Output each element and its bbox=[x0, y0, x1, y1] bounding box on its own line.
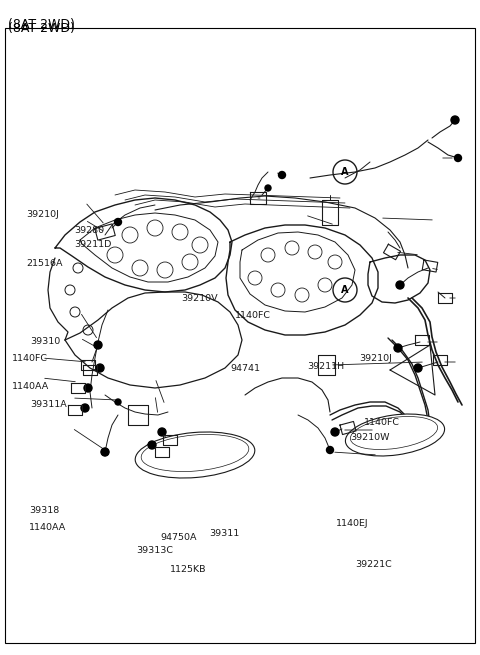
Text: 1140FC: 1140FC bbox=[12, 354, 48, 364]
Text: 39211H: 39211H bbox=[307, 362, 344, 371]
Circle shape bbox=[81, 404, 89, 412]
Circle shape bbox=[158, 428, 166, 436]
Text: 39311: 39311 bbox=[209, 529, 239, 538]
Text: A: A bbox=[341, 285, 349, 295]
Text: 39210J: 39210J bbox=[26, 210, 59, 219]
Circle shape bbox=[278, 172, 286, 179]
Text: 1140AA: 1140AA bbox=[12, 382, 49, 391]
Text: A: A bbox=[341, 167, 349, 177]
Ellipse shape bbox=[135, 432, 255, 478]
Text: 39318: 39318 bbox=[29, 506, 59, 515]
Text: 94741: 94741 bbox=[230, 364, 260, 373]
Circle shape bbox=[455, 155, 461, 162]
Text: 39221C: 39221C bbox=[355, 560, 392, 569]
Text: (8AT 2WD): (8AT 2WD) bbox=[8, 18, 75, 31]
Text: 39311A: 39311A bbox=[30, 400, 67, 409]
Text: 39280: 39280 bbox=[74, 226, 105, 235]
Ellipse shape bbox=[350, 417, 438, 449]
Circle shape bbox=[101, 448, 109, 456]
Text: 1140AA: 1140AA bbox=[29, 523, 66, 532]
Text: 1125KB: 1125KB bbox=[170, 565, 206, 574]
Circle shape bbox=[148, 441, 156, 449]
Circle shape bbox=[115, 219, 121, 225]
Text: 39313C: 39313C bbox=[136, 546, 173, 555]
Circle shape bbox=[94, 341, 102, 349]
Circle shape bbox=[115, 399, 121, 405]
Circle shape bbox=[451, 116, 459, 124]
Ellipse shape bbox=[346, 414, 444, 456]
Circle shape bbox=[396, 281, 404, 289]
Text: 39210V: 39210V bbox=[181, 293, 218, 303]
Circle shape bbox=[326, 447, 334, 453]
Circle shape bbox=[96, 364, 104, 372]
Text: 21516A: 21516A bbox=[26, 259, 63, 268]
Text: 39310: 39310 bbox=[30, 337, 60, 346]
Text: 1140FC: 1140FC bbox=[364, 418, 400, 427]
Text: 1140FC: 1140FC bbox=[235, 311, 271, 320]
Text: 39211D: 39211D bbox=[74, 240, 112, 249]
Text: 1140EJ: 1140EJ bbox=[336, 519, 369, 529]
Text: 39210W: 39210W bbox=[350, 433, 390, 442]
Circle shape bbox=[265, 185, 271, 191]
Text: 94750A: 94750A bbox=[161, 533, 197, 542]
Circle shape bbox=[414, 364, 422, 372]
Text: 39210J: 39210J bbox=[359, 354, 392, 364]
Circle shape bbox=[331, 428, 339, 436]
Ellipse shape bbox=[141, 434, 249, 472]
Circle shape bbox=[394, 344, 402, 352]
Circle shape bbox=[101, 449, 108, 455]
Text: (8AT 2WD): (8AT 2WD) bbox=[8, 22, 75, 35]
Circle shape bbox=[84, 384, 92, 392]
